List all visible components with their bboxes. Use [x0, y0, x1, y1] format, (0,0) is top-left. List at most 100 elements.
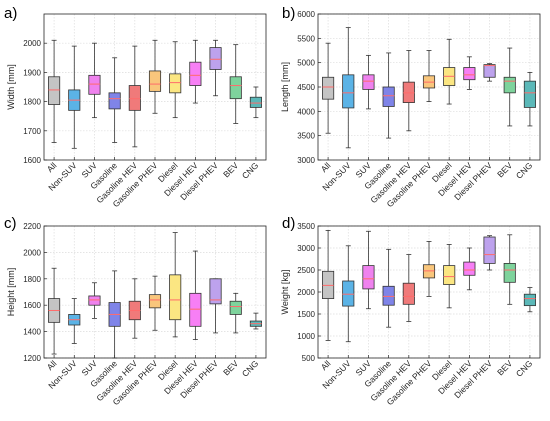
box-diesel-phev — [209, 39, 222, 97]
box-iqr — [209, 278, 222, 305]
box-iqr — [483, 236, 496, 264]
box-iqr — [128, 85, 141, 111]
box-gasoline — [382, 248, 395, 328]
box-iqr — [148, 294, 162, 309]
box-gasoline-phev — [148, 39, 162, 114]
axes-frame — [317, 13, 541, 161]
box-iqr — [189, 61, 202, 86]
y-tick-label: 4500 — [297, 83, 315, 92]
box-non-suv — [342, 27, 355, 149]
box-gasoline-phev — [148, 275, 162, 331]
y-tick-label: 1500 — [297, 310, 315, 319]
y-axis-label: Weight [kg] — [280, 270, 290, 315]
y-tick-label: 1000 — [297, 332, 315, 341]
box-diesel — [443, 38, 456, 105]
box-iqr — [523, 80, 536, 108]
box-all — [322, 229, 335, 341]
y-tick-label: 2200 — [23, 222, 41, 231]
box-non-suv — [68, 298, 81, 344]
box-gasoline — [108, 270, 121, 359]
x-tick-label: BEV — [221, 358, 240, 377]
box-suv — [88, 42, 101, 119]
box-iqr — [503, 76, 516, 94]
box-all — [322, 42, 335, 134]
box-iqr — [209, 47, 222, 70]
box-iqr — [169, 73, 182, 94]
x-tick-label: All — [319, 358, 333, 372]
box-diesel-phev — [483, 235, 496, 271]
y-tick-label: 3000 — [297, 156, 315, 165]
panel-label: d) — [282, 215, 295, 232]
y-tick-label: 2000 — [23, 248, 41, 257]
box-gasoline-hev — [402, 50, 415, 132]
box-iqr — [189, 292, 202, 327]
box-gasoline — [382, 52, 395, 139]
box-gasoline-phev — [422, 240, 436, 297]
y-tick-label: 1400 — [23, 328, 41, 337]
y-tick-label: 6000 — [297, 10, 315, 19]
box-diesel — [169, 232, 182, 338]
y-tick-label: 1600 — [23, 301, 41, 310]
box-iqr — [463, 261, 476, 276]
box-all — [48, 267, 61, 355]
box-iqr — [88, 74, 101, 95]
y-tick-label: 1800 — [23, 98, 41, 107]
y-tick-label: 5500 — [297, 34, 315, 43]
box-cng — [249, 86, 262, 119]
box-gasoline-hev — [128, 278, 141, 339]
x-tick-label: All — [45, 160, 59, 174]
box-diesel-hev — [189, 250, 202, 340]
box-iqr — [322, 76, 335, 100]
panel-label: a) — [4, 5, 17, 22]
box-iqr — [463, 67, 476, 81]
box-iqr — [48, 76, 61, 105]
y-tick-label: 500 — [302, 354, 316, 363]
x-tick-label: BEV — [221, 160, 240, 179]
y-axis-label: Length [mm] — [280, 62, 290, 112]
y-tick-label: 3500 — [297, 132, 315, 141]
box-iqr — [229, 76, 242, 100]
box-cng — [523, 287, 536, 313]
panel-label: b) — [282, 5, 295, 22]
box-gasoline-hev — [128, 45, 141, 148]
y-tick-label: 2500 — [297, 266, 315, 275]
axes-frame — [43, 225, 267, 359]
box-iqr — [382, 86, 395, 107]
x-tick-label: CNG — [240, 160, 260, 180]
box-non-suv — [342, 245, 355, 343]
axes-frame — [43, 13, 267, 161]
box-suv — [362, 54, 375, 110]
box-iqr — [169, 274, 182, 321]
x-tick-label: All — [45, 358, 59, 372]
y-axis-label: Width [mm] — [6, 64, 16, 110]
y-tick-label: 3500 — [297, 222, 315, 231]
box-suv — [362, 230, 375, 310]
y-tick-label: 1800 — [23, 275, 41, 284]
box-diesel-hev — [463, 56, 476, 90]
box-cng — [523, 72, 536, 127]
box-iqr — [342, 74, 355, 109]
box-iqr — [229, 300, 242, 315]
box-diesel-hev — [189, 39, 202, 104]
box-cng — [249, 312, 262, 330]
box-iqr — [148, 70, 162, 92]
x-tick-label: BEV — [495, 160, 514, 179]
box-iqr — [342, 280, 355, 307]
box-iqr — [443, 265, 456, 285]
y-tick-label: 2000 — [23, 39, 41, 48]
y-tick-label: 5000 — [297, 59, 315, 68]
axes-frame — [317, 225, 541, 359]
box-iqr — [362, 265, 375, 290]
box-iqr — [362, 74, 375, 90]
y-tick-label: 1900 — [23, 68, 41, 77]
y-tick-label: 1200 — [23, 354, 41, 363]
box-bev — [229, 292, 242, 334]
box-iqr — [108, 92, 121, 110]
box-bev — [503, 234, 516, 305]
x-tick-label: CNG — [514, 160, 534, 180]
box-gasoline-hev — [402, 254, 415, 322]
x-tick-label: CNG — [240, 358, 260, 378]
